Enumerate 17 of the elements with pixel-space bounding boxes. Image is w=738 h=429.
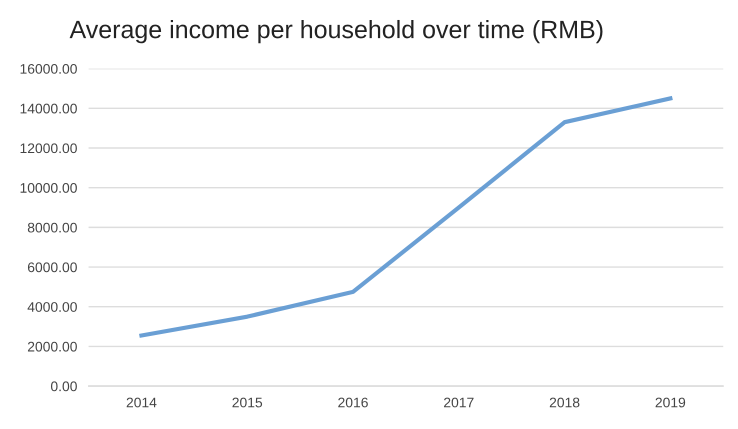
x-tick-label: 2014 [126, 398, 156, 408]
y-tick-label: 14000.00 [20, 104, 77, 114]
y-tick-label: 6000.00 [28, 262, 77, 272]
chart-title: Average income per household over time (RMB) [70, 20, 602, 44]
y-tick-label: 8000.00 [28, 222, 77, 233]
x-tick-label: 2015 [232, 398, 262, 408]
y-tick-label: 12000.00 [20, 143, 77, 154]
y-tick-label: 4000.00 [28, 302, 77, 312]
y-tick-label: 0.00 [50, 381, 77, 392]
y-tick-label: 2000.00 [28, 342, 77, 352]
y-tick-label: 10000.00 [20, 183, 77, 193]
line-series [139, 96, 672, 338]
x-tick-label: 2018 [550, 398, 580, 408]
x-tick-label: 2017 [444, 398, 474, 408]
y-tick-label: 16000.00 [20, 64, 77, 74]
x-tick-label: 2019 [656, 398, 686, 408]
x-tick-label: 2016 [338, 398, 368, 408]
